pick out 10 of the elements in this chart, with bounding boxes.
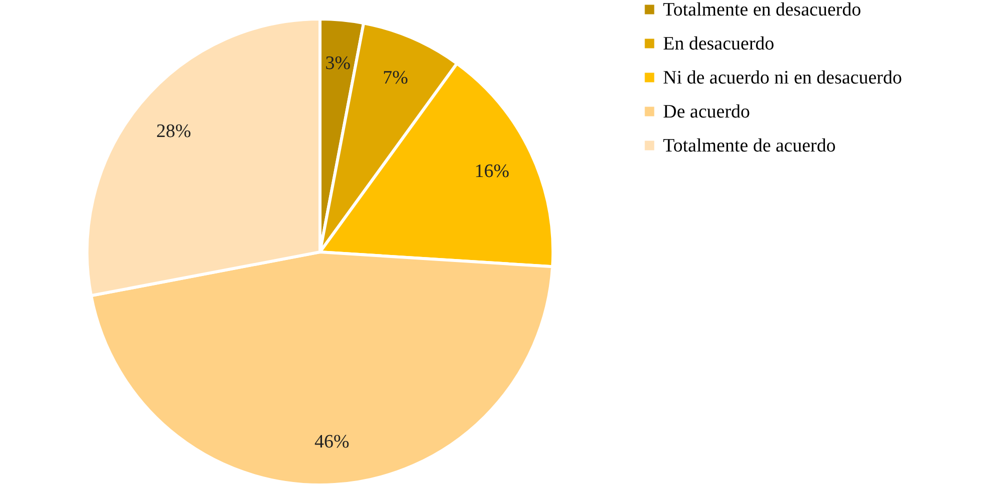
data-label: 3% bbox=[325, 52, 351, 74]
legend-label: Ni de acuerdo ni en desacuerdo bbox=[663, 68, 902, 88]
data-label: 16% bbox=[474, 161, 510, 182]
data-label: 7% bbox=[382, 68, 408, 89]
legend-label: En desacuerdo bbox=[663, 34, 774, 54]
data-label: 28% bbox=[156, 120, 192, 142]
legend-label: Totalmente de acuerdo bbox=[663, 136, 836, 156]
data-label: 46% bbox=[314, 432, 350, 453]
legend-label: Totalmente en desacuerdo bbox=[663, 0, 862, 20]
legend-label: De acuerdo bbox=[663, 102, 750, 122]
